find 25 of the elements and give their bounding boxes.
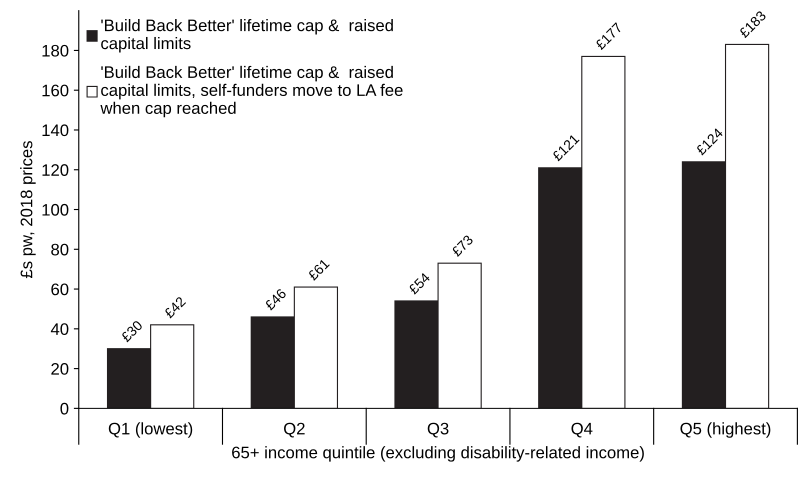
x-axis-title: 65+ income quintile (excluding disability-related income) xyxy=(232,446,644,462)
y-tick-label: 180 xyxy=(42,44,68,57)
y-tick-label: 120 xyxy=(42,164,68,176)
data-label: £73 xyxy=(451,234,474,258)
x-tick-label: Q5 (highest) xyxy=(680,422,770,438)
x-tick-label: Q1 (lowest) xyxy=(108,422,192,438)
x-tick-label: Q3 xyxy=(428,422,448,438)
data-label: £54 xyxy=(408,272,431,295)
y-tick-label: 60 xyxy=(51,283,68,296)
y-tick-label: 40 xyxy=(50,323,68,336)
y-axis-title: £s pw, 2018 prices xyxy=(20,141,36,278)
y-tick-label: 0 xyxy=(60,402,68,415)
data-label: £61 xyxy=(307,258,330,281)
x-tick-label: Q4 xyxy=(571,422,592,438)
data-label: £46 xyxy=(264,288,287,311)
y-tick-label: 140 xyxy=(42,124,68,136)
data-label: £42 xyxy=(164,296,186,319)
y-tick-label: 80 xyxy=(51,244,68,256)
data-label: £30 xyxy=(120,320,144,343)
y-tick-label: 160 xyxy=(42,84,68,96)
y-tick-label: 20 xyxy=(51,363,68,375)
x-tick-label: Q2 xyxy=(284,422,305,438)
y-tick-label: 100 xyxy=(42,204,68,216)
legend-label: 'Build Back Better' lifetime cap & raised capital limits, self-funders move to LA fee when cap reached xyxy=(100,66,403,118)
legend-label: 'Build Back Better' lifetime cap & raised capital limits xyxy=(101,19,393,52)
